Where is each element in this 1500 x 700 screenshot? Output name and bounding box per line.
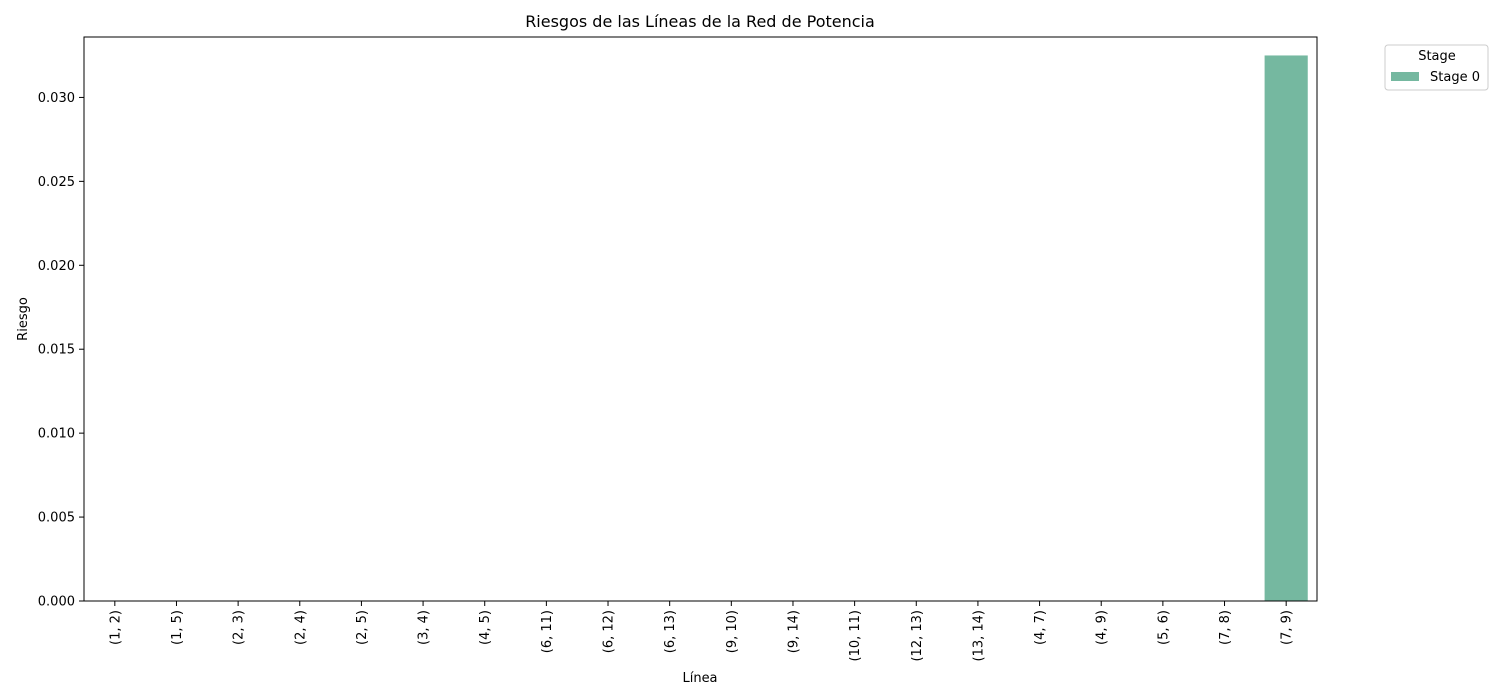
x-tick-label: (7, 8)	[1218, 610, 1233, 645]
y-tick-label: 0.000	[38, 595, 75, 610]
y-axis: 0.000 0.005 0.010 0.015 0.020 0.025 0.030	[38, 91, 84, 610]
x-tick-label: (1, 2)	[108, 610, 123, 645]
y-tick-label: 0.010	[38, 427, 75, 442]
y-tick-label: 0.005	[38, 511, 75, 526]
plot-area	[83, 36, 1318, 602]
x-tick-label: (5, 6)	[1156, 610, 1171, 645]
x-tick-label: (7, 9)	[1280, 610, 1295, 645]
x-tick-label: (13, 14)	[971, 610, 986, 662]
y-tick-label: 0.015	[38, 343, 75, 358]
x-tick-label: (2, 5)	[355, 610, 370, 645]
y-tick-label: 0.020	[38, 259, 75, 274]
legend: Stage Stage 0	[1384, 44, 1489, 91]
x-tick-label: (6, 12)	[602, 610, 617, 653]
y-tick-label: 0.030	[38, 91, 75, 106]
x-tick-label: (2, 3)	[232, 610, 247, 645]
plot-frame	[83, 36, 1318, 602]
x-tick-label: (12, 13)	[910, 610, 925, 662]
legend-swatch	[1391, 72, 1419, 81]
x-tick-label: (9, 10)	[725, 610, 740, 653]
legend-title: Stage	[1418, 49, 1456, 64]
x-tick-label: (1, 5)	[170, 610, 185, 645]
y-tick-label: 0.025	[38, 175, 75, 190]
x-tick-label: (9, 14)	[786, 610, 801, 653]
x-tick-label: (3, 4)	[417, 610, 432, 645]
x-tick-label: (6, 11)	[540, 610, 555, 653]
legend-label: Stage 0	[1430, 70, 1480, 85]
x-tick-label: (4, 5)	[478, 610, 493, 645]
bars-layer	[1264, 55, 1308, 601]
x-tick-label: (4, 9)	[1095, 610, 1110, 645]
chart-title: Riesgos de las Líneas de la Red de Poten…	[525, 12, 875, 31]
bar	[1264, 55, 1308, 601]
x-tick-label: (6, 13)	[663, 610, 678, 653]
x-tick-label: (2, 4)	[293, 610, 308, 645]
x-tick-label: (10, 11)	[848, 610, 863, 662]
x-axis: (1, 2) (1, 5) (2, 3) (2, 4) (2, 5) (3, 4) (4, …	[108, 601, 1295, 662]
x-axis-label: Línea	[682, 671, 717, 686]
x-tick-label: (4, 7)	[1033, 610, 1048, 645]
y-axis-label: Riesgo	[16, 297, 31, 341]
